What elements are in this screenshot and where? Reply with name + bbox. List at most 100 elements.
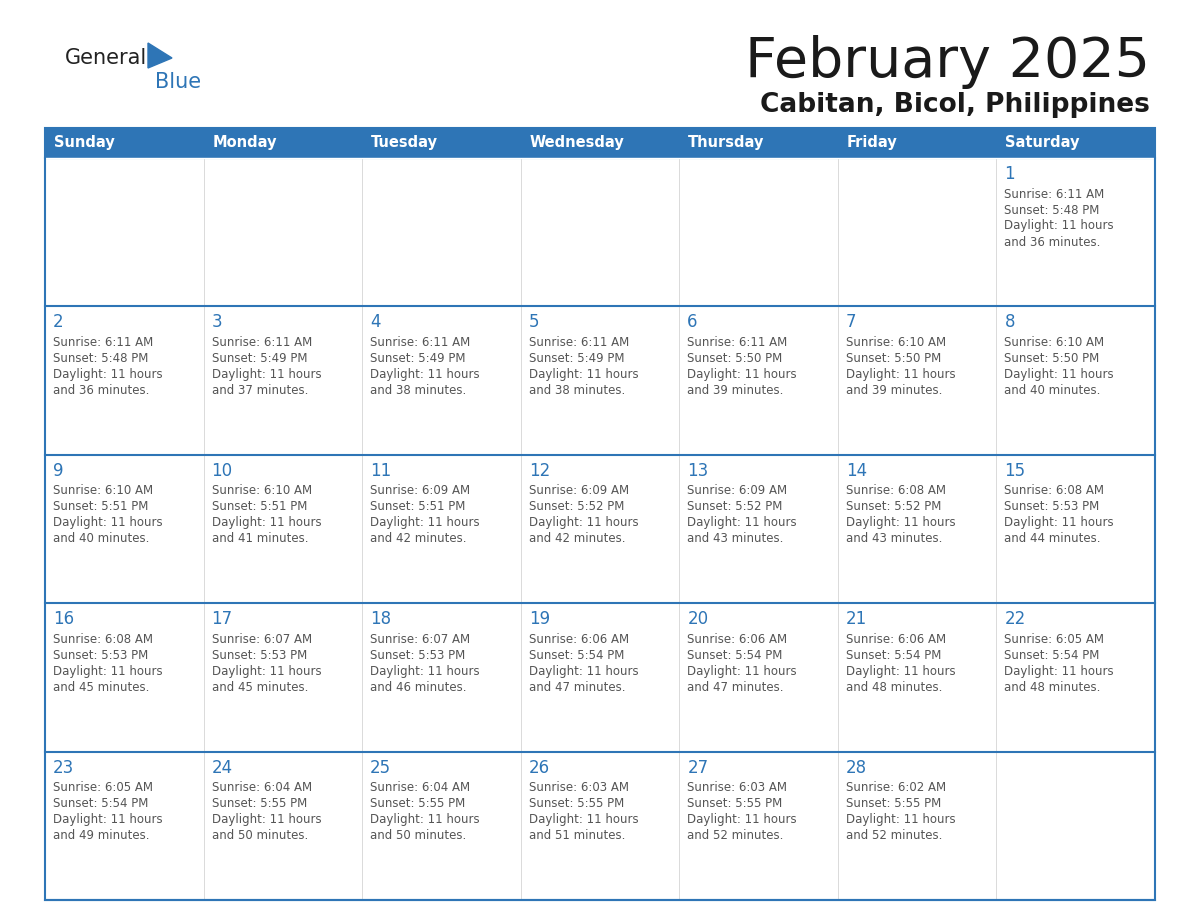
Text: Sunset: 5:52 PM: Sunset: 5:52 PM: [846, 500, 941, 513]
Text: Sunset: 5:53 PM: Sunset: 5:53 PM: [371, 649, 466, 662]
Text: and 39 minutes.: and 39 minutes.: [688, 384, 784, 397]
Bar: [520, 158, 680, 307]
Text: Sunset: 5:55 PM: Sunset: 5:55 PM: [371, 797, 466, 810]
Text: Daylight: 11 hours: Daylight: 11 hours: [529, 516, 638, 530]
Text: Sunrise: 6:11 AM: Sunrise: 6:11 AM: [371, 336, 470, 349]
Text: and 47 minutes.: and 47 minutes.: [688, 681, 784, 694]
Text: Sunset: 5:50 PM: Sunset: 5:50 PM: [846, 352, 941, 364]
Text: Sunrise: 6:07 AM: Sunrise: 6:07 AM: [371, 633, 470, 645]
Text: Sunrise: 6:06 AM: Sunrise: 6:06 AM: [529, 633, 628, 645]
Text: Sunrise: 6:05 AM: Sunrise: 6:05 AM: [1004, 633, 1105, 645]
Text: Sunrise: 6:04 AM: Sunrise: 6:04 AM: [211, 781, 311, 794]
Text: Sunset: 5:55 PM: Sunset: 5:55 PM: [529, 797, 624, 810]
Text: and 51 minutes.: and 51 minutes.: [529, 829, 625, 842]
Text: Daylight: 11 hours: Daylight: 11 hours: [211, 665, 321, 677]
Text: Sunset: 5:52 PM: Sunset: 5:52 PM: [529, 500, 624, 513]
Bar: [203, 454, 362, 603]
Text: and 36 minutes.: and 36 minutes.: [53, 384, 150, 397]
Bar: [45, 307, 203, 454]
Text: Wednesday: Wednesday: [530, 136, 625, 151]
Text: Sunrise: 6:11 AM: Sunrise: 6:11 AM: [688, 336, 788, 349]
Bar: [203, 752, 362, 900]
Text: and 47 minutes.: and 47 minutes.: [529, 681, 625, 694]
Text: 11: 11: [371, 462, 391, 480]
Bar: [362, 158, 520, 307]
Text: Sunrise: 6:10 AM: Sunrise: 6:10 AM: [1004, 336, 1105, 349]
Bar: [45, 158, 203, 307]
Text: Sunrise: 6:07 AM: Sunrise: 6:07 AM: [211, 633, 311, 645]
Text: Daylight: 11 hours: Daylight: 11 hours: [371, 665, 480, 677]
Text: and 43 minutes.: and 43 minutes.: [688, 532, 784, 545]
Text: Sunrise: 6:10 AM: Sunrise: 6:10 AM: [211, 485, 311, 498]
Text: Sunrise: 6:03 AM: Sunrise: 6:03 AM: [529, 781, 628, 794]
Text: 28: 28: [846, 758, 867, 777]
Text: and 45 minutes.: and 45 minutes.: [53, 681, 150, 694]
Text: and 42 minutes.: and 42 minutes.: [529, 532, 625, 545]
Text: 22: 22: [1004, 610, 1025, 628]
Text: Daylight: 11 hours: Daylight: 11 hours: [211, 813, 321, 826]
Text: and 40 minutes.: and 40 minutes.: [1004, 384, 1101, 397]
Text: Friday: Friday: [847, 136, 898, 151]
Text: Sunrise: 6:02 AM: Sunrise: 6:02 AM: [846, 781, 946, 794]
Text: Sunrise: 6:08 AM: Sunrise: 6:08 AM: [53, 633, 153, 645]
Text: 19: 19: [529, 610, 550, 628]
Text: Daylight: 11 hours: Daylight: 11 hours: [1004, 516, 1114, 530]
Text: and 50 minutes.: and 50 minutes.: [211, 829, 308, 842]
Text: Daylight: 11 hours: Daylight: 11 hours: [529, 813, 638, 826]
Bar: [45, 603, 203, 752]
Text: Sunset: 5:54 PM: Sunset: 5:54 PM: [529, 649, 624, 662]
Text: Sunset: 5:51 PM: Sunset: 5:51 PM: [53, 500, 148, 513]
Text: 13: 13: [688, 462, 708, 480]
Text: and 52 minutes.: and 52 minutes.: [688, 829, 784, 842]
Text: 17: 17: [211, 610, 233, 628]
Text: Sunrise: 6:11 AM: Sunrise: 6:11 AM: [211, 336, 311, 349]
Text: Sunset: 5:53 PM: Sunset: 5:53 PM: [53, 649, 148, 662]
Text: and 50 minutes.: and 50 minutes.: [371, 829, 467, 842]
Text: 3: 3: [211, 313, 222, 331]
Text: Daylight: 11 hours: Daylight: 11 hours: [371, 516, 480, 530]
Text: 2: 2: [53, 313, 64, 331]
Text: and 38 minutes.: and 38 minutes.: [371, 384, 467, 397]
Text: Sunset: 5:49 PM: Sunset: 5:49 PM: [529, 352, 624, 364]
Text: Sunrise: 6:05 AM: Sunrise: 6:05 AM: [53, 781, 153, 794]
Text: 5: 5: [529, 313, 539, 331]
Text: Cabitan, Bicol, Philippines: Cabitan, Bicol, Philippines: [760, 92, 1150, 118]
Bar: [362, 752, 520, 900]
Text: Sunset: 5:49 PM: Sunset: 5:49 PM: [371, 352, 466, 364]
Text: and 48 minutes.: and 48 minutes.: [846, 681, 942, 694]
Text: Sunrise: 6:11 AM: Sunrise: 6:11 AM: [53, 336, 153, 349]
Text: Sunset: 5:51 PM: Sunset: 5:51 PM: [371, 500, 466, 513]
Text: and 52 minutes.: and 52 minutes.: [846, 829, 942, 842]
Polygon shape: [148, 43, 172, 68]
Text: 4: 4: [371, 313, 380, 331]
Bar: [838, 158, 997, 307]
Text: and 38 minutes.: and 38 minutes.: [529, 384, 625, 397]
Text: Sunset: 5:51 PM: Sunset: 5:51 PM: [211, 500, 307, 513]
Bar: [680, 603, 838, 752]
Text: Sunset: 5:53 PM: Sunset: 5:53 PM: [211, 649, 307, 662]
Text: Sunset: 5:54 PM: Sunset: 5:54 PM: [53, 797, 148, 810]
Text: 21: 21: [846, 610, 867, 628]
Text: Daylight: 11 hours: Daylight: 11 hours: [688, 813, 797, 826]
Text: 10: 10: [211, 462, 233, 480]
Text: Sunset: 5:50 PM: Sunset: 5:50 PM: [688, 352, 783, 364]
Bar: [520, 603, 680, 752]
Text: Blue: Blue: [154, 72, 201, 92]
Text: 8: 8: [1004, 313, 1015, 331]
Text: Daylight: 11 hours: Daylight: 11 hours: [371, 368, 480, 381]
Text: and 37 minutes.: and 37 minutes.: [211, 384, 308, 397]
Text: Sunrise: 6:10 AM: Sunrise: 6:10 AM: [846, 336, 946, 349]
Text: Sunrise: 6:08 AM: Sunrise: 6:08 AM: [846, 485, 946, 498]
Text: Daylight: 11 hours: Daylight: 11 hours: [1004, 219, 1114, 232]
Bar: [838, 603, 997, 752]
Bar: [45, 128, 1155, 158]
Text: Daylight: 11 hours: Daylight: 11 hours: [688, 368, 797, 381]
Text: Sunrise: 6:09 AM: Sunrise: 6:09 AM: [688, 485, 788, 498]
Text: General: General: [65, 48, 147, 68]
Text: Daylight: 11 hours: Daylight: 11 hours: [846, 368, 955, 381]
Text: 25: 25: [371, 758, 391, 777]
Text: Daylight: 11 hours: Daylight: 11 hours: [688, 665, 797, 677]
Text: Daylight: 11 hours: Daylight: 11 hours: [529, 665, 638, 677]
Text: and 41 minutes.: and 41 minutes.: [211, 532, 308, 545]
Text: Monday: Monday: [213, 136, 277, 151]
